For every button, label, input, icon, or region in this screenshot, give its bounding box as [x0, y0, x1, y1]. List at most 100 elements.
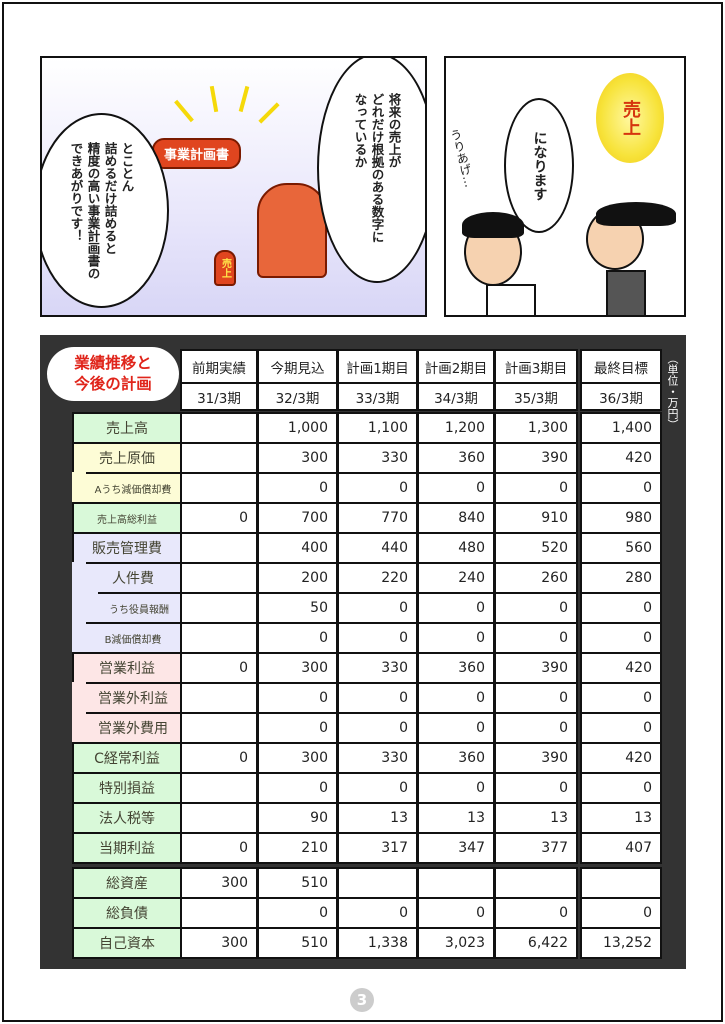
table-cell: 6,422 — [494, 927, 578, 959]
column-header: 計画1期目 — [337, 349, 418, 384]
table-cell: 390 — [494, 442, 578, 474]
row-indent — [72, 472, 86, 504]
table-cell: 300 — [257, 652, 338, 684]
table-cell: 0 — [337, 897, 418, 929]
table-cell: 560 — [580, 532, 662, 564]
column-period: 32/3期 — [257, 382, 338, 411]
column-header: 計画3期目 — [494, 349, 578, 384]
table-cell: 330 — [337, 442, 418, 474]
table-cell: 0 — [257, 472, 338, 504]
row-label: 総負債 — [72, 897, 182, 929]
table-cell: 377 — [494, 832, 578, 864]
table-cell: 1,000 — [257, 412, 338, 444]
table-cell: 480 — [417, 532, 495, 564]
row-label: うち役員報酬 — [96, 592, 182, 624]
row-label: 売上高 — [72, 412, 182, 444]
table-cell: 0 — [337, 472, 418, 504]
table-cell: 0 — [257, 682, 338, 714]
business-plan-sign: 事業計画書 — [152, 138, 242, 169]
table-cell: 0 — [580, 682, 662, 714]
row-indent — [72, 562, 86, 594]
table-cell — [337, 867, 418, 899]
page-number: 3 — [350, 988, 374, 1012]
column-period: 35/3期 — [494, 382, 578, 411]
table-cell: 0 — [494, 682, 578, 714]
table-cell: 0 — [180, 652, 258, 684]
table-cell: 0 — [337, 592, 418, 624]
row-label: 営業利益 — [72, 652, 182, 684]
table-cell: 440 — [337, 532, 418, 564]
flask-illustration: 売上 — [214, 250, 236, 286]
table-cell: 510 — [257, 927, 338, 959]
table-cell: 13 — [337, 802, 418, 834]
table-cell: 0 — [580, 622, 662, 654]
comic-panel-1: 事業計画書 売上 とことん 詰めるだけ詰めると 精度の高い事業計画書の できあが… — [40, 56, 427, 317]
table-cell: 0 — [257, 772, 338, 804]
table-cell: 980 — [580, 502, 662, 534]
table-cell: 300 — [180, 867, 258, 899]
table-cell: 520 — [494, 532, 578, 564]
table-cell: 0 — [494, 592, 578, 624]
table-cell: 1,338 — [337, 927, 418, 959]
table-cell: 0 — [580, 592, 662, 624]
table-cell — [180, 592, 258, 624]
table-cell: 317 — [337, 832, 418, 864]
column-header: 今期見込 — [257, 349, 338, 384]
table-cell: 0 — [494, 622, 578, 654]
tank-illustration — [257, 183, 327, 278]
table-cell: 770 — [337, 502, 418, 534]
table-cell: 0 — [417, 682, 495, 714]
row-label: 人件費 — [84, 562, 182, 594]
table-cell: 1,400 — [580, 412, 662, 444]
performance-plan-table: 業績推移と 今後の計画 （単位・万円） 前期実績 31/3期 今期見込 32/3期 計画… — [40, 335, 686, 969]
table-cell — [180, 622, 258, 654]
table-cell — [417, 867, 495, 899]
speech-bubble: になります — [504, 98, 574, 233]
table-cell — [180, 682, 258, 714]
table-cell: 0 — [337, 682, 418, 714]
row-indent — [72, 592, 98, 624]
table-cell: 330 — [337, 742, 418, 774]
unit-label: （単位・万円） — [666, 353, 679, 430]
table-cell — [180, 562, 258, 594]
table-cell: 347 — [417, 832, 495, 864]
table-cell: 1,300 — [494, 412, 578, 444]
table-cell: 240 — [417, 562, 495, 594]
table-cell: 0 — [180, 832, 258, 864]
table-cell: 0 — [417, 622, 495, 654]
column-period: 36/3期 — [580, 382, 662, 411]
table-cell: 0 — [337, 622, 418, 654]
row-label: Aうち減価償却費 — [84, 472, 182, 504]
table-cell: 3,023 — [417, 927, 495, 959]
table-cell: 300 — [257, 742, 338, 774]
table-cell: 0 — [580, 472, 662, 504]
table-cell — [180, 412, 258, 444]
table-cell: 700 — [257, 502, 338, 534]
table-cell: 0 — [494, 772, 578, 804]
table-cell: 0 — [257, 622, 338, 654]
table-cell: 390 — [494, 742, 578, 774]
table-cell: 1,200 — [417, 412, 495, 444]
table-cell: 420 — [580, 652, 662, 684]
table-cell: 390 — [494, 652, 578, 684]
table-cell: 0 — [417, 772, 495, 804]
table-cell: 90 — [257, 802, 338, 834]
table-cell: 400 — [257, 532, 338, 564]
row-indent — [72, 712, 86, 744]
table-cell: 300 — [257, 442, 338, 474]
table-cell: 13 — [494, 802, 578, 834]
table-cell — [180, 442, 258, 474]
row-label: 総資産 — [72, 867, 182, 899]
table-cell: 13 — [580, 802, 662, 834]
row-label: 販売管理費 — [72, 532, 182, 564]
row-label: C経常利益 — [72, 742, 182, 774]
table-cell: 407 — [580, 832, 662, 864]
table-cell: 0 — [180, 502, 258, 534]
row-indent — [72, 682, 86, 714]
table-cell: 0 — [337, 712, 418, 744]
table-cell: 510 — [257, 867, 338, 899]
table-cell — [180, 772, 258, 804]
table-cell: 0 — [337, 772, 418, 804]
column-header: 前期実績 — [180, 349, 258, 384]
